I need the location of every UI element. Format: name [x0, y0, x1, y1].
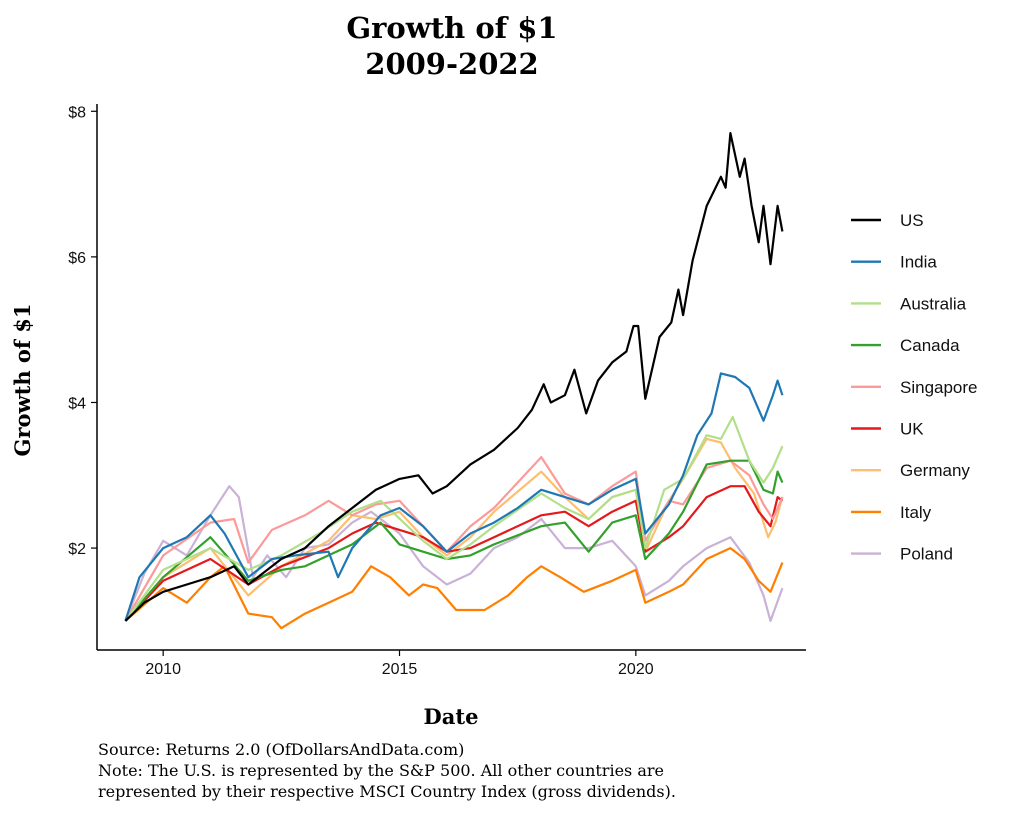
series-line-australia: [124, 415, 784, 622]
series-line-italy: [124, 546, 784, 630]
series-line-singapore: [124, 456, 784, 622]
legend-label-us: US: [900, 211, 924, 230]
series-line-us: [124, 132, 784, 622]
series-line-canada: [124, 459, 784, 622]
legend-label-uk: UK: [900, 420, 924, 439]
methodology-note-1: Note: The U.S. is represented by the S&P…: [98, 761, 664, 780]
legend-label-india: India: [900, 253, 937, 272]
chart-title-line-1: Growth of $1: [346, 11, 557, 45]
y-axis-label: Growth of $1: [10, 304, 35, 457]
series-line-india: [124, 372, 784, 622]
legend-label-canada: Canada: [900, 336, 960, 355]
series-line-germany: [124, 437, 784, 622]
x-axis-label: Date: [424, 704, 479, 729]
series-line-poland: [124, 485, 784, 623]
legend-label-italy: Italy: [900, 503, 932, 522]
legend-label-germany: Germany: [900, 461, 970, 480]
methodology-note-2: represented by their respective MSCI Cou…: [98, 782, 676, 801]
y-tick-label: $2: [68, 541, 86, 558]
x-tick-label: 2020: [618, 661, 654, 678]
legend-label-poland: Poland: [900, 545, 953, 564]
source-notes: Source: Returns 2.0 (OfDollarsAndData.co…: [98, 739, 676, 802]
chart-title-line-2: 2009-2022: [365, 47, 538, 81]
legend: US India Australia Canada Singapore UK Germany…: [851, 211, 978, 564]
x-tick-label: 2010: [145, 661, 181, 678]
y-tick-label: $8: [68, 104, 86, 121]
x-tick-label: 2015: [382, 661, 418, 678]
source-note: Source: Returns 2.0 (OfDollarsAndData.co…: [98, 740, 465, 759]
y-tick-label: $6: [68, 250, 86, 267]
y-tick-label: $4: [68, 395, 86, 412]
legend-label-singapore: Singapore: [900, 378, 978, 397]
legend-label-australia: Australia: [900, 294, 967, 313]
series-line-uk: [124, 485, 784, 622]
